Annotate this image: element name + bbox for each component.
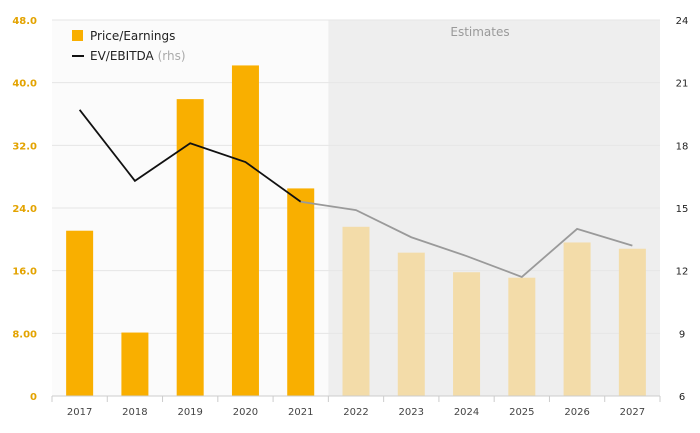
x-tick-label: 2025 (509, 407, 534, 418)
right-tick-label: 18 (676, 141, 689, 152)
bar-2023 (397, 252, 425, 396)
price-earnings-bars (66, 65, 646, 396)
bar-2017 (66, 230, 94, 396)
legend-swatch-price-earnings (72, 30, 83, 41)
right-tick-label: 6 (679, 392, 685, 403)
right-tick-label: 15 (676, 204, 689, 215)
left-tick-label: 40.0 (12, 79, 37, 90)
legend-label-ev-ebitda-name: EV/EBITDA (90, 49, 155, 63)
x-tick-label: 2023 (399, 407, 424, 418)
legend-label-ev-ebitda-suffix: (rhs) (158, 49, 186, 63)
bar-2024 (453, 272, 481, 396)
bar-2025 (508, 277, 536, 396)
right-tick-label: 21 (676, 79, 689, 90)
estimates-label: Estimates (450, 25, 509, 39)
bar-2021 (287, 188, 315, 396)
bar-2027 (618, 248, 646, 396)
right-tick-label: 12 (676, 267, 689, 278)
x-tick-label: 2027 (620, 407, 645, 418)
bar-2022 (342, 226, 370, 396)
x-tick-label: 2019 (177, 407, 202, 418)
ev-ebitda-line (78, 109, 633, 278)
left-tick-label: 0 (30, 392, 37, 403)
bar-2020 (231, 65, 259, 396)
left-tick-label: 32.0 (12, 141, 37, 152)
legend-label-price-earnings: Price/Earnings (90, 29, 175, 43)
x-tick-label: 2022 (343, 407, 368, 418)
left-tick-label: 48.0 (12, 16, 37, 27)
left-tick-label: 24.0 (12, 204, 37, 215)
left-tick-label: 8.00 (12, 329, 37, 340)
bar-2018 (121, 332, 149, 396)
x-tick-label: 2017 (67, 407, 92, 418)
x-tick-label: 2026 (564, 407, 589, 418)
legend: Price/Earnings EV/EBITDA (rhs) (72, 29, 186, 63)
x-axis: 2017 2018 2019 2020 2021 2022 2023 2024 2025 2026… (51, 395, 661, 418)
x-tick-label: 2020 (233, 407, 258, 418)
left-tick-label: 16.0 (12, 267, 37, 278)
right-axis-ticks: 6 9 12 15 18 21 24 (676, 16, 689, 403)
x-tick-label: 2018 (122, 407, 147, 418)
ev-ebitda-line-actual (78, 109, 302, 203)
right-tick-label: 24 (676, 16, 689, 27)
legend-label-ev-ebitda: EV/EBITDA (rhs) (90, 49, 186, 63)
x-tick-label: 2021 (288, 407, 313, 418)
left-axis-ticks: 0 8.00 16.0 24.0 32.0 40.0 48.0 (12, 16, 37, 403)
bar-2026 (563, 242, 591, 396)
right-tick-label: 9 (679, 329, 685, 340)
x-tick-label: 2024 (454, 407, 479, 418)
ev-ebitda-line-estimates (300, 200, 633, 278)
